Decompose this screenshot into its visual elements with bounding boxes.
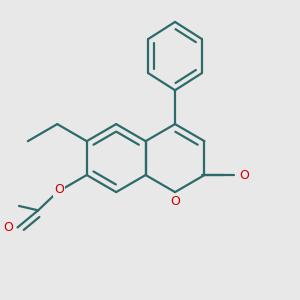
Text: O: O xyxy=(54,183,64,196)
Text: O: O xyxy=(239,169,249,182)
Text: O: O xyxy=(3,221,13,234)
Text: O: O xyxy=(170,195,180,208)
